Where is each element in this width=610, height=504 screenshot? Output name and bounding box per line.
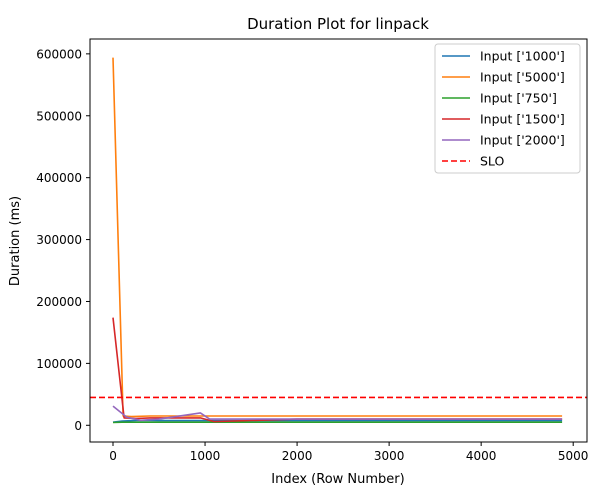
legend-label: SLO bbox=[480, 154, 504, 169]
x-tick-label: 4000 bbox=[466, 449, 497, 463]
y-tick-label: 400000 bbox=[36, 171, 82, 185]
x-tick-label: 5000 bbox=[558, 449, 589, 463]
y-axis-label: Duration (ms) bbox=[8, 196, 23, 286]
y-tick-label: 600000 bbox=[36, 47, 82, 61]
y-axis: 0 100000 200000 300000 400000 500000 600000 bbox=[36, 47, 90, 432]
legend-label: Input ['1500'] bbox=[480, 112, 565, 127]
x-tick-label: 3000 bbox=[374, 449, 405, 463]
chart-title: Duration Plot for linpack bbox=[247, 15, 429, 33]
y-tick-label: 100000 bbox=[36, 357, 82, 371]
y-tick-label: 300000 bbox=[36, 233, 82, 247]
y-tick-label: 0 bbox=[74, 419, 82, 433]
x-tick-label: 0 bbox=[109, 449, 117, 463]
legend-label: Input ['2000'] bbox=[480, 133, 565, 148]
x-tick-label: 2000 bbox=[282, 449, 313, 463]
legend: Input ['1000'] Input ['5000'] Input ['750'… bbox=[435, 44, 580, 173]
legend-label: Input ['1000'] bbox=[480, 49, 565, 64]
legend-label: Input ['5000'] bbox=[480, 70, 565, 85]
x-axis-label: Index (Row Number) bbox=[271, 472, 404, 487]
x-tick-label: 1000 bbox=[190, 449, 221, 463]
series-line-4 bbox=[113, 318, 562, 422]
y-tick-label: 500000 bbox=[36, 109, 82, 123]
y-tick-label: 200000 bbox=[36, 295, 82, 309]
x-axis: 0 1000 2000 3000 4000 5000 bbox=[109, 442, 588, 463]
legend-label: Input ['750'] bbox=[480, 91, 557, 106]
